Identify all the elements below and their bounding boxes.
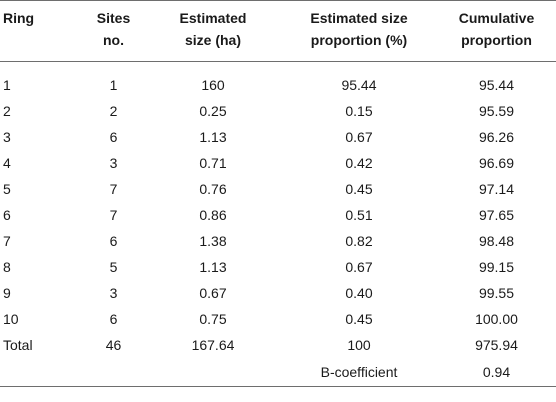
table-body: 1 1 160 95.44 95.44 2 2 0.25 0.15 95.59 … — [0, 62, 556, 387]
cell-proportion: 0.42 — [345, 155, 373, 171]
cell-proportion: 0.67 — [345, 259, 373, 275]
header-size-line1: Estimated — [179, 10, 247, 26]
table-row: 9 3 0.67 0.40 99.55 — [0, 280, 556, 306]
header-estimated-size: Estimated size (ha) — [145, 0, 281, 62]
cell-size: 0.25 — [199, 103, 227, 119]
cell-cumulative: 98.48 — [478, 233, 515, 249]
table-row: 7 6 1.38 0.82 98.48 — [0, 228, 556, 254]
header-proportion-line1: Estimated size — [310, 10, 408, 26]
total-proportion: 100 — [347, 337, 371, 353]
cell-proportion: 0.51 — [345, 207, 373, 223]
header-size-line2: size (ha) — [184, 32, 241, 48]
cell-proportion: 0.45 — [345, 311, 373, 327]
cell-sites: 7 — [109, 181, 118, 197]
cell-cumulative: 95.59 — [478, 103, 515, 119]
cell-size: 0.75 — [199, 311, 227, 327]
cell-proportion: 0.45 — [345, 181, 373, 197]
cell-size: 1.38 — [199, 233, 227, 249]
table-row: 2 2 0.25 0.15 95.59 — [0, 98, 556, 124]
table-row: 10 6 0.75 0.45 100.00 — [0, 306, 556, 332]
cell-ring: 9 — [3, 285, 11, 301]
header-cumulative-line2: proportion — [461, 32, 532, 48]
cell-ring: 1 — [3, 77, 11, 93]
cell-proportion: 0.15 — [345, 103, 373, 119]
header-sites: Sites no. — [82, 0, 145, 62]
cell-cumulative: 97.65 — [478, 207, 515, 223]
cell-ring: 8 — [3, 259, 11, 275]
header-cumulative-proportion: Cumulative proportion — [437, 0, 556, 62]
cell-proportion: 95.44 — [341, 77, 377, 93]
header-ring: Ring — [0, 0, 82, 62]
cell-ring: 2 — [3, 103, 11, 119]
ring-sites-table: Ring Sites no. Estimated size (ha) Estim… — [0, 0, 556, 387]
cell-ring: 10 — [3, 311, 19, 327]
cell-ring: 6 — [3, 207, 11, 223]
cell-sites: 7 — [109, 207, 118, 223]
cell-ring: 7 — [3, 233, 11, 249]
cell-size: 0.71 — [199, 155, 227, 171]
cell-sites: 6 — [109, 129, 118, 145]
table-row: 1 1 160 95.44 95.44 — [0, 62, 556, 99]
cell-cumulative: 95.44 — [478, 77, 515, 93]
table-row: 6 7 0.86 0.51 97.65 — [0, 202, 556, 228]
cell-size: 160 — [201, 77, 225, 93]
cell-proportion: 0.67 — [345, 129, 373, 145]
empty-cell — [82, 358, 145, 387]
cell-cumulative: 97.14 — [478, 181, 515, 197]
cell-proportion: 0.82 — [345, 233, 373, 249]
header-cumulative-line1: Cumulative — [458, 10, 535, 26]
cell-ring: 4 — [3, 155, 11, 171]
total-sites: 46 — [105, 337, 122, 353]
empty-cell — [145, 358, 281, 387]
cell-size: 1.13 — [199, 259, 227, 275]
cell-sites: 5 — [109, 259, 118, 275]
cell-size: 0.76 — [199, 181, 227, 197]
header-size-proportion: Estimated size proportion (%) — [281, 0, 437, 62]
header-sites-line1: Sites — [96, 10, 131, 26]
cell-size: 0.86 — [199, 207, 227, 223]
cell-ring: 5 — [3, 181, 11, 197]
total-cumulative: 975.94 — [475, 337, 518, 353]
b-coefficient-value: 0.94 — [437, 358, 556, 387]
cell-sites: 1 — [109, 77, 118, 93]
total-row: Total 46 167.64 100 975.94 — [0, 332, 556, 358]
cell-cumulative: 99.15 — [478, 259, 515, 275]
cell-cumulative: 96.69 — [478, 155, 515, 171]
cell-cumulative: 99.55 — [478, 285, 515, 301]
b-coefficient-label: B-coefficient — [281, 358, 437, 387]
header-sites-line2: no. — [103, 32, 124, 48]
header-row: Ring Sites no. Estimated size (ha) Estim… — [0, 0, 556, 62]
header-proportion-line2: proportion (%) — [310, 32, 408, 48]
cell-sites: 3 — [109, 285, 118, 301]
cell-cumulative: 100.00 — [475, 311, 518, 327]
cell-ring: 3 — [3, 129, 11, 145]
cell-sites: 3 — [109, 155, 118, 171]
empty-cell — [0, 358, 82, 387]
cell-sites: 2 — [109, 103, 118, 119]
cell-sites: 6 — [109, 311, 118, 327]
cell-cumulative: 96.26 — [478, 129, 515, 145]
cell-proportion: 0.40 — [345, 285, 373, 301]
cell-size: 1.13 — [199, 129, 227, 145]
total-size: 167.64 — [191, 337, 235, 353]
table-row: 8 5 1.13 0.67 99.15 — [0, 254, 556, 280]
b-coefficient-row: B-coefficient 0.94 — [0, 358, 556, 387]
table-row: 4 3 0.71 0.42 96.69 — [0, 150, 556, 176]
table-row: 5 7 0.76 0.45 97.14 — [0, 176, 556, 202]
total-label: Total — [3, 337, 33, 353]
cell-size: 0.67 — [199, 285, 227, 301]
cell-sites: 6 — [109, 233, 118, 249]
table-row: 3 6 1.13 0.67 96.26 — [0, 124, 556, 150]
